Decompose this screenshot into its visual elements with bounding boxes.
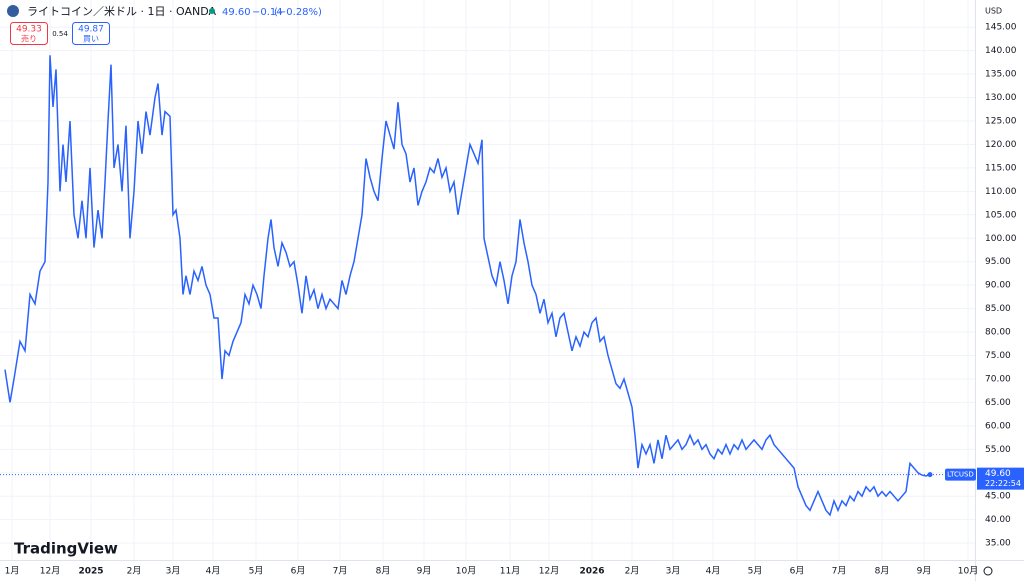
y-tick-label: 140.00: [985, 46, 1017, 56]
plot: [0, 0, 975, 560]
spread: 0.54: [52, 30, 68, 38]
change: −0.14: [252, 7, 283, 18]
x-tick-label: 6月: [790, 566, 805, 577]
x-tick-label: 9月: [417, 566, 432, 577]
ticker-badge: [945, 468, 976, 481]
x-tick-label: 5月: [748, 566, 763, 577]
coin-icon: [7, 5, 19, 17]
countdown: 22:22:54: [985, 479, 1021, 488]
x-tick-label: 7月: [832, 566, 847, 577]
x-tick-label: 4月: [206, 566, 221, 577]
logo: TradingView: [14, 540, 118, 558]
y-tick-label: 45.00: [985, 492, 1011, 502]
y-tick-label: 55.00: [985, 445, 1011, 455]
x-tick-label: 10月: [958, 566, 978, 577]
y-tick-label: 115.00: [985, 163, 1017, 173]
y-tick-label: 80.00: [985, 328, 1011, 338]
x-tick-label: 9月: [917, 566, 932, 577]
y-tick-label: 90.00: [985, 281, 1011, 291]
y-tick-label: 135.00: [985, 70, 1017, 80]
x-tick-label: 3月: [666, 566, 681, 577]
y-tick-label: 110.00: [985, 187, 1017, 197]
change-pct: (−0.28%): [274, 7, 322, 18]
y-tick-label: 120.00: [985, 140, 1017, 150]
y-tick-label: 75.00: [985, 351, 1011, 361]
x-tick-label: 3月: [166, 566, 181, 577]
x-tick-label: 8月: [376, 566, 391, 577]
y-tick-label: 130.00: [985, 93, 1017, 103]
y-tick-label: 85.00: [985, 304, 1011, 314]
x-tick-label: 2025: [78, 567, 103, 577]
x-tick-label: 12月: [40, 566, 60, 577]
buy-label[interactable]: 買い: [83, 35, 99, 44]
x-tick-label: 12月: [539, 566, 559, 577]
x-tick-label: 8月: [875, 566, 890, 577]
sell-price[interactable]: 49.33: [16, 25, 42, 35]
x-tick-label: 7月: [333, 566, 348, 577]
last-price-label: 49.60: [985, 469, 1011, 479]
currency: USD: [985, 7, 1002, 16]
status-dot: [209, 8, 215, 14]
y-tick-label: 35.00: [985, 539, 1011, 549]
y-tick-label: 105.00: [985, 210, 1017, 220]
x-tick-label: 1月: [5, 566, 20, 577]
symbol: ライトコイン／米ドル · 1日 · OANDA: [27, 5, 216, 18]
x-tick-label: 11月: [500, 566, 520, 577]
y-tick-label: 65.00: [985, 398, 1011, 408]
x-tick-label: 6月: [291, 566, 306, 577]
x-tick-label: 2026: [579, 567, 604, 577]
y-tick-label: 60.00: [985, 421, 1011, 431]
buy-price[interactable]: 49.87: [78, 25, 104, 35]
x-tick-label: 10月: [456, 566, 476, 577]
price-badge: [977, 467, 1024, 490]
price: 49.60: [222, 7, 251, 18]
y-tick-label: 70.00: [985, 374, 1011, 384]
sell-button[interactable]: [10, 22, 48, 45]
y-tick-label: 95.00: [985, 257, 1011, 267]
settings-icon[interactable]: [983, 566, 993, 576]
x-tick-label: 2月: [625, 566, 640, 577]
y-tick-label: 40.00: [985, 515, 1011, 525]
sell-label[interactable]: 売り: [21, 34, 37, 44]
x-tick-label: 5月: [249, 566, 264, 577]
buy-button[interactable]: [72, 22, 110, 45]
y-tick-label: 145.00: [985, 23, 1017, 33]
x-tick-label: 4月: [706, 566, 721, 577]
x-tick-label: 2月: [127, 566, 142, 577]
price-line: [4, 55, 931, 517]
y-tick-label: 125.00: [985, 117, 1017, 127]
y-tick-label: 100.00: [985, 234, 1017, 244]
ticker: LTCUSD: [947, 471, 974, 479]
